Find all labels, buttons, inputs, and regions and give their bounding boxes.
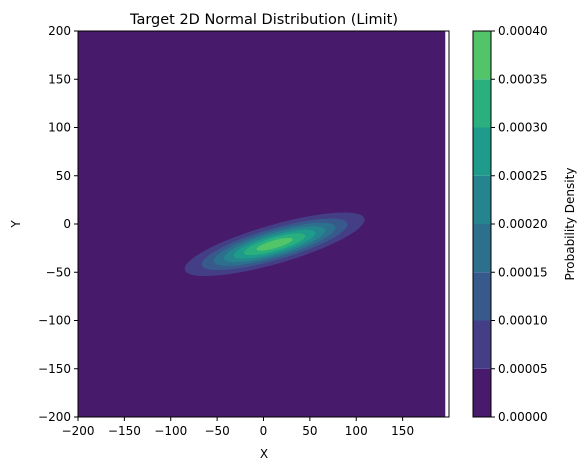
x-tick-label: 50 (302, 424, 317, 438)
colorbar-band (473, 368, 491, 417)
colorbar-band (473, 224, 491, 273)
y-tick-label: 0 (63, 217, 71, 231)
x-tick-label: −100 (154, 424, 187, 438)
x-axis: −200 −150 −100 −50 0 50 100 150 (62, 417, 414, 438)
colorbar-band (473, 31, 491, 80)
x-tick-label: 0 (260, 424, 268, 438)
colorbar-label: Probability Density (563, 168, 577, 281)
colorbar-band (473, 127, 491, 176)
y-tick-label: 200 (48, 24, 71, 38)
density-background (78, 31, 446, 417)
colorbar-tick-label: 0.00000 (498, 410, 548, 424)
colorbar-tick-label: 0.00015 (498, 265, 548, 279)
y-tick-label: −50 (46, 265, 71, 279)
colorbar: 0.00000 0.00005 0.00010 0.00015 0.00020 0.000… (472, 24, 548, 424)
colorbar-tick-label: 0.00005 (498, 362, 548, 376)
colorbar-band (473, 272, 491, 321)
colorbar-tick-label: 0.00035 (498, 72, 548, 86)
y-tick-label: 150 (48, 72, 71, 86)
colorbar-band (473, 79, 491, 128)
colorbar-band (473, 175, 491, 224)
y-tick-label: −200 (38, 410, 71, 424)
y-tick-label: 50 (56, 169, 71, 183)
density-contours (184, 212, 365, 277)
contour-band (256, 237, 293, 251)
colorbar-band (473, 320, 491, 369)
colorbar-tick-label: 0.00020 (498, 217, 548, 231)
y-tick-label: −150 (38, 362, 71, 376)
x-axis-label: X (260, 447, 268, 461)
colorbar-tick-label: 0.00040 (498, 24, 548, 38)
x-tick-label: 150 (391, 424, 414, 438)
colorbar-tick-label: 0.00025 (498, 169, 548, 183)
plot-area (77, 30, 450, 418)
colorbar-tick-label: 0.00010 (498, 314, 548, 328)
x-tick-label: −150 (108, 424, 141, 438)
chart-title: Target 2D Normal Distribution (Limit) (129, 12, 398, 28)
colorbar-tick-label: 0.00030 (498, 121, 548, 135)
y-axis: −200 −150 −100 −50 0 50 100 150 200 (38, 24, 78, 424)
x-tick-label: 100 (345, 424, 368, 438)
x-tick-label: −50 (204, 424, 229, 438)
y-axis-label: Y (9, 220, 23, 229)
x-tick-label: −200 (62, 424, 95, 438)
y-tick-label: 100 (48, 121, 71, 135)
y-tick-label: −100 (38, 314, 71, 328)
